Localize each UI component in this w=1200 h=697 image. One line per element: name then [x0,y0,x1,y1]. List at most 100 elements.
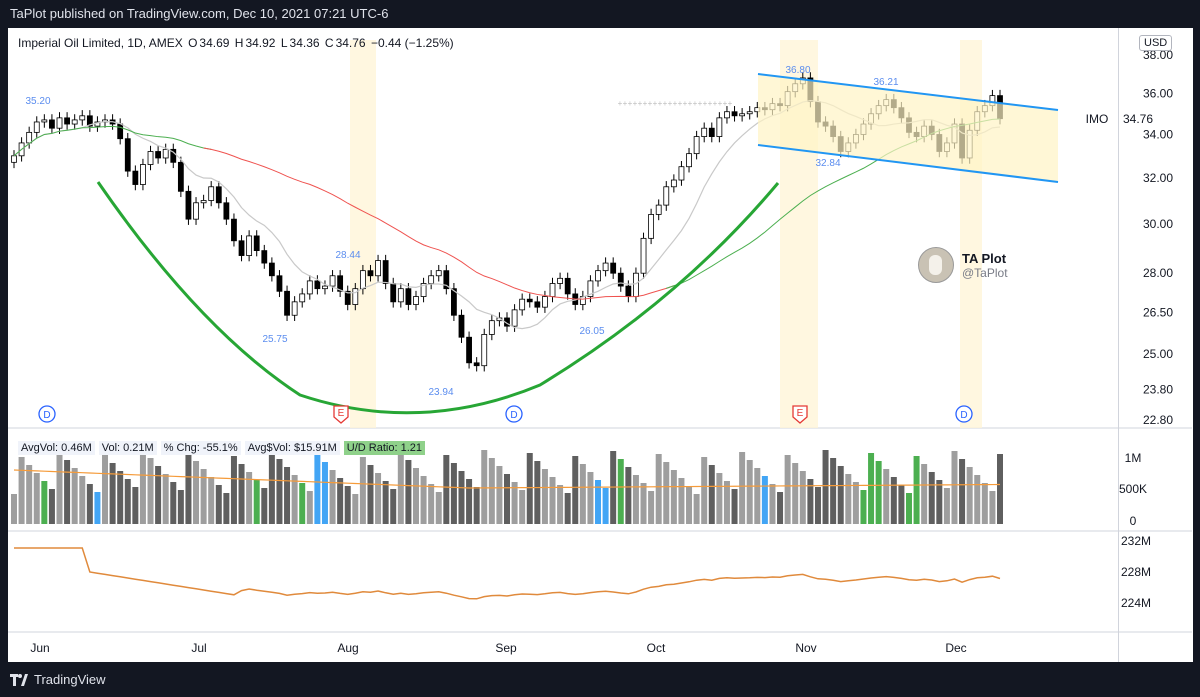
volume-bar [215,485,222,524]
volume-bar [428,484,435,524]
volume-bar [868,453,875,524]
price-tick: 23.80 [1143,382,1173,396]
dotted-marker: + [718,99,723,108]
volume-bar [936,480,943,524]
volume-bar [230,456,237,524]
price-annotation: 23.94 [428,387,453,398]
highlight-band [350,40,376,428]
candle-body [177,161,184,192]
volume-bar [799,471,806,524]
volume-bar [981,483,988,524]
candle-body [367,270,374,277]
volume-bar [640,483,647,524]
volume-bar [890,477,897,524]
candle-body [329,275,336,287]
candle-body [375,260,381,277]
volume-bar [928,472,935,524]
avgvol-label: AvgVol: 0.46M [18,441,95,455]
volume-bar [337,478,344,524]
volume-bar [814,487,821,524]
volume-bar [253,480,260,524]
volume-bar [124,479,131,524]
volume-bar [997,454,1003,524]
tradingview-icon [10,673,28,686]
volume-bar [299,483,306,524]
dollar-volume-tick: 228M [1121,565,1151,579]
volume-bar [504,474,510,524]
price-axis[interactable] [1118,28,1193,662]
volume-bar [11,494,17,524]
candle-body [511,309,518,327]
candle-body [595,270,601,282]
footer-bar: TradingView [0,662,1200,697]
currency-button[interactable]: USD [1139,35,1173,51]
candle-body [268,262,275,277]
price-tick: 34.00 [1143,127,1173,141]
x-tick-label: Jun [30,641,49,655]
dividend-marker-label: D [510,410,517,421]
volume-bar [71,468,78,524]
symbol-title: Imperial Oil Limited, 1D, AMEX [18,36,183,50]
volume-bar [625,467,632,524]
candle-body [534,301,541,308]
volume-bar [458,471,465,524]
dividend-marker-label: D [43,410,50,421]
candle-body [693,136,700,155]
volume-bar [382,481,389,524]
volume-tick: 1M [1125,451,1142,465]
volume-bar [966,467,973,524]
close-label: C [324,36,334,50]
candle-body [473,362,480,367]
volume-bar [784,455,791,524]
candle-body [724,111,730,119]
volume-bar [913,456,920,524]
candle-body [617,272,624,287]
volume-bar [344,486,351,524]
tradingview-logo[interactable]: TradingView [10,672,106,687]
volume-bar [321,462,328,524]
volume-bar [905,493,912,524]
low-value: 34.36 [289,36,320,50]
volume-bar [352,494,359,524]
volume-bar [579,464,586,524]
dotted-marker: + [713,99,718,108]
volume-bar [678,478,685,524]
close-value: 34.76 [335,36,366,50]
volume-bar [716,473,723,524]
avg-dollar-vol-label: Avg$Vol: $15.91M [244,441,340,455]
candle-body [466,336,472,364]
candle-body [299,293,306,303]
open-label: O [188,36,198,50]
candle-body [663,186,670,206]
price-tick: 22.80 [1143,413,1173,427]
dotted-marker: + [698,99,703,108]
candle-body [132,170,139,185]
candle-body [276,275,283,292]
dotted-marker: + [653,99,658,108]
volume-bar [18,457,25,524]
candle-body [549,283,556,297]
candle-body [26,131,33,144]
candle-body [79,115,86,121]
price-tick: 36.00 [1143,87,1173,101]
volume-bar [223,493,230,524]
dotted-marker: + [728,99,733,108]
x-tick-label: Nov [795,641,816,655]
earnings-marker [792,405,808,424]
candle-body [746,111,753,115]
candle-body [640,237,647,274]
candle-body [443,270,450,290]
candle-body [519,298,526,311]
volume-bar [769,484,776,524]
volume-bar [708,465,715,524]
volume-bar [329,470,336,524]
candle-body [397,288,404,303]
volume-bar [693,494,700,524]
dollar-volume-tick: 224M [1121,596,1151,610]
price-annotation: 28.44 [335,250,360,261]
volume-bar [466,479,473,524]
candle-body [238,240,245,256]
candle-body [451,288,457,316]
author-badge[interactable]: TA Plot @TaPlot [918,247,1008,283]
